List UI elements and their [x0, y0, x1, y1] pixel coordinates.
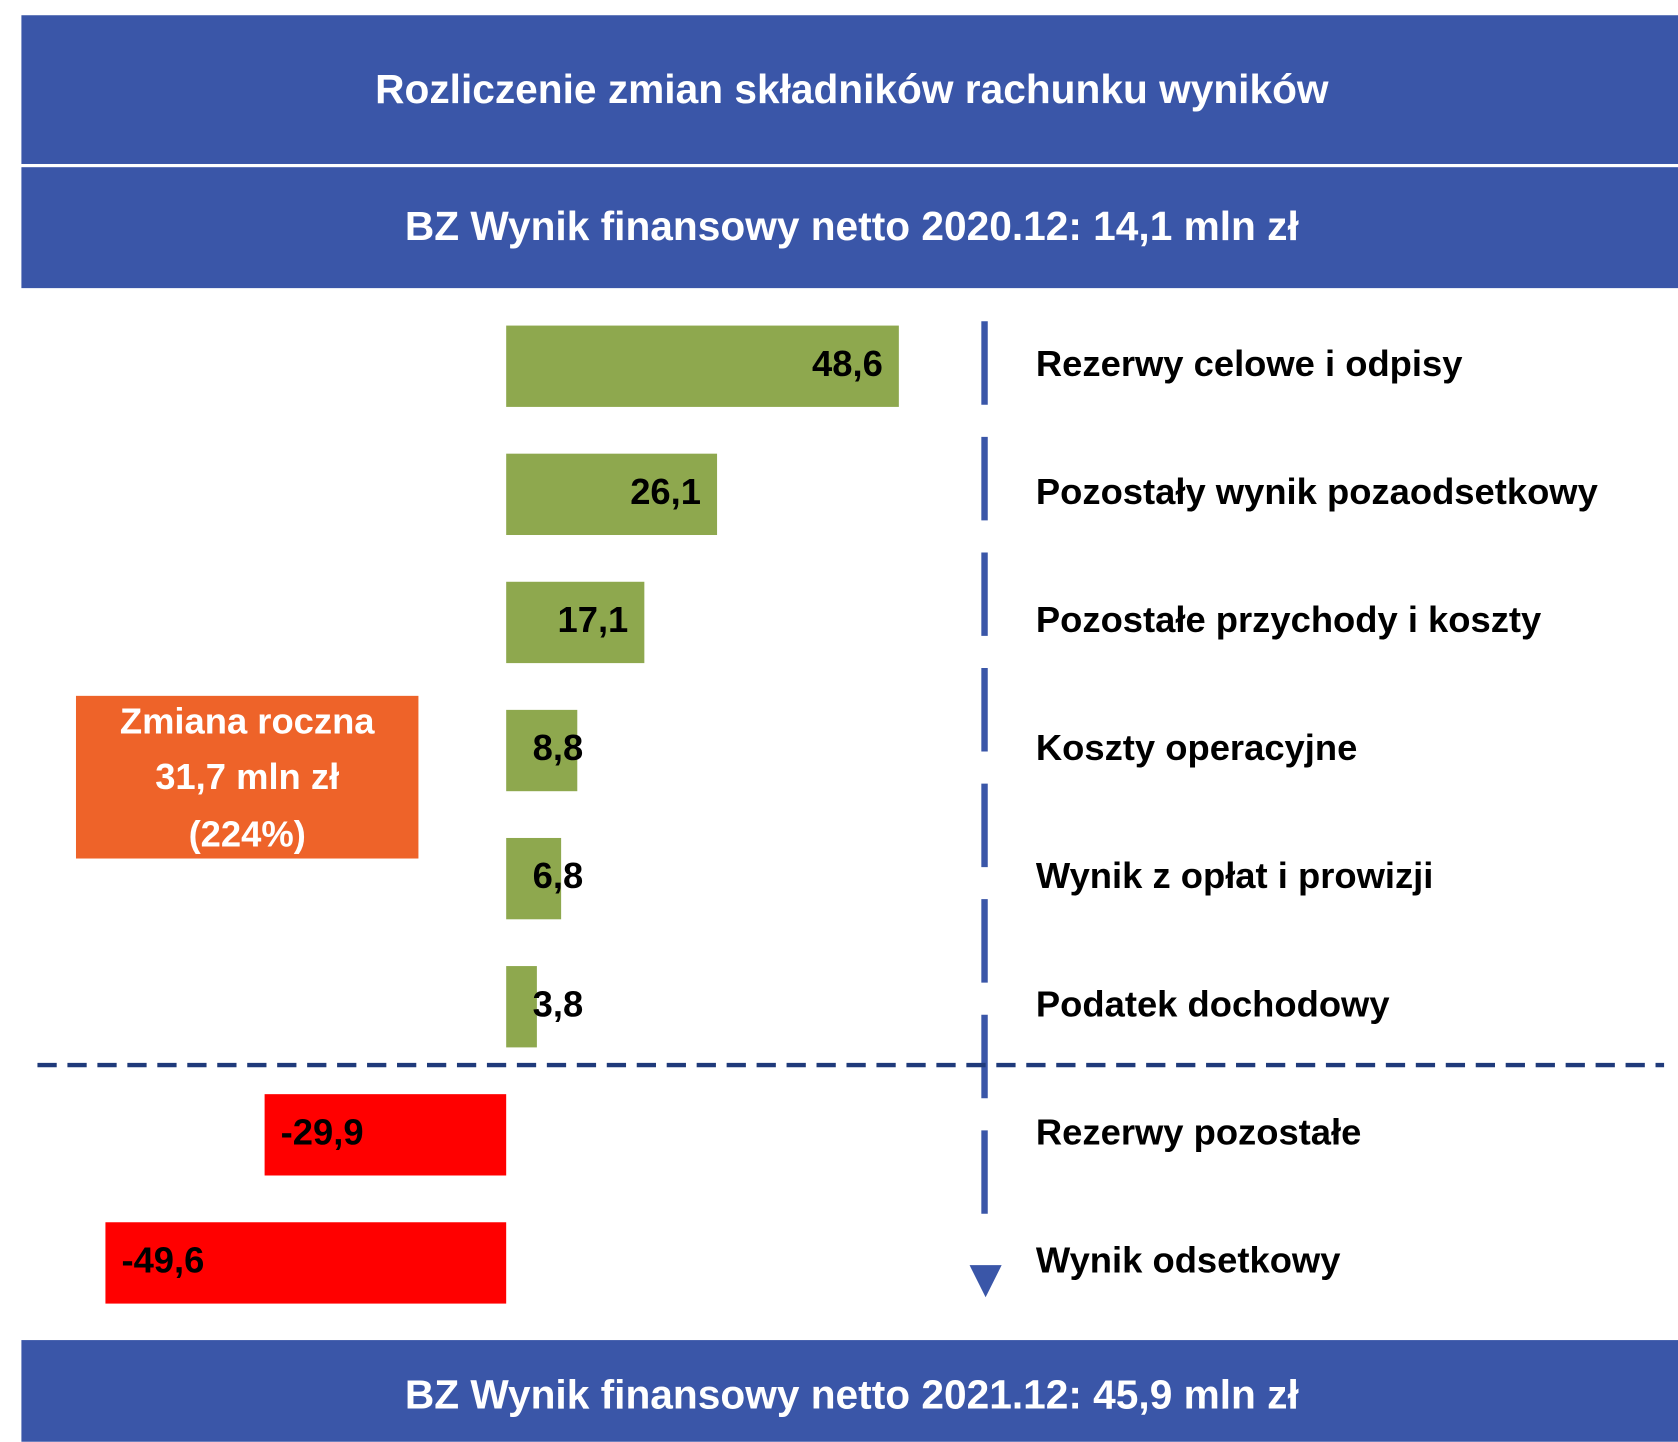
category-label: Podatek dochodowy: [1036, 983, 1390, 1024]
bar: [506, 581, 645, 664]
category-label: Koszty operacyjne: [1036, 727, 1357, 768]
category-label: Pozostałe przychody i koszty: [1036, 599, 1542, 640]
value-label: -29,9: [281, 1111, 364, 1152]
category-label: Pozostały wynik pozaodsetkowy: [1036, 471, 1599, 512]
footer-band: [21, 1340, 1678, 1442]
category-label: Wynik odsetkowy: [1036, 1240, 1341, 1281]
bar: [105, 1222, 507, 1304]
annotation: Zmiana roczna: [120, 700, 375, 741]
value-label: 3,8: [533, 983, 584, 1024]
annotation: 31,7 mln zł: [155, 756, 339, 797]
value-label: 8,8: [533, 727, 584, 768]
value-label: -49,6: [121, 1240, 204, 1281]
annotation-box: [75, 695, 419, 859]
value-label: 48,6: [812, 343, 883, 384]
value-label: 26,1: [630, 471, 701, 512]
bar: [506, 709, 578, 792]
subtitle: BZ Wynik finansowy netto 2020.12: 14,1 m…: [405, 203, 1299, 249]
category-label: Rezerwy celowe i odpisy: [1036, 343, 1463, 384]
category-label: Wynik z opłat i prowizji: [1036, 855, 1433, 896]
flow-arrow: [969, 1265, 1002, 1298]
value-label: 6,8: [533, 855, 584, 896]
bar: [506, 837, 562, 920]
value-label: 17,1: [557, 599, 628, 640]
bar: [506, 453, 718, 536]
category-label: Rezerwy pozostałe: [1036, 1111, 1361, 1152]
bar: [506, 966, 537, 1048]
bar: [264, 1094, 507, 1176]
chart-title: Rozliczenie zmian składników rachunku wy…: [375, 66, 1329, 112]
bar: [506, 325, 899, 407]
subtitle-band: [21, 167, 1678, 289]
title-band: [21, 15, 1678, 164]
footer: BZ Wynik finansowy netto 2021.12: 45,9 m…: [405, 1372, 1299, 1418]
annotation: (224%): [189, 814, 306, 855]
